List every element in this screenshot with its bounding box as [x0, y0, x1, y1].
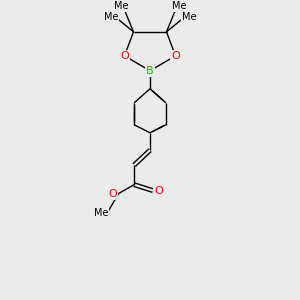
Text: B: B	[146, 66, 154, 76]
Text: O: O	[171, 51, 180, 61]
Text: O: O	[109, 189, 118, 199]
Text: O: O	[120, 51, 129, 61]
Text: Me: Me	[172, 2, 186, 11]
Text: Me: Me	[104, 12, 118, 22]
Text: O: O	[154, 186, 163, 196]
Text: Me: Me	[182, 12, 196, 22]
Text: Me: Me	[114, 2, 128, 11]
Text: Me: Me	[94, 208, 109, 218]
